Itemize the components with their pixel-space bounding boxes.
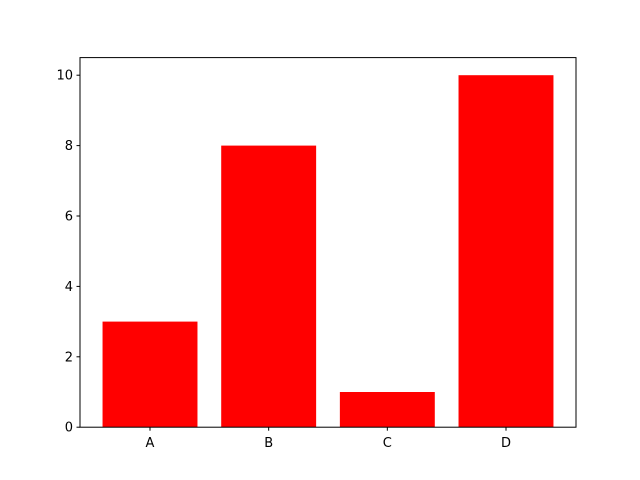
bars <box>102 75 554 428</box>
y-tick-label: 4 <box>65 280 73 295</box>
axes-frame <box>79 57 577 428</box>
x-tick-label: A <box>146 436 155 451</box>
x-tick-label: C <box>383 436 392 451</box>
bar-B <box>221 145 317 428</box>
y-axis: 0 2 4 6 8 10 <box>56 69 80 436</box>
y-tick-label: 8 <box>65 139 73 154</box>
y-tick-label: 2 <box>65 350 73 365</box>
x-tick-label: D <box>501 436 511 451</box>
x-axis: A B C D <box>146 427 511 451</box>
x-tick-label: B <box>264 436 273 451</box>
y-tick-label: 6 <box>65 210 73 225</box>
y-tick-label: 10 <box>56 69 73 84</box>
bar-D <box>458 75 554 428</box>
bar-C <box>339 392 435 428</box>
bar-A <box>102 321 198 428</box>
y-tick-label: 0 <box>65 421 73 436</box>
